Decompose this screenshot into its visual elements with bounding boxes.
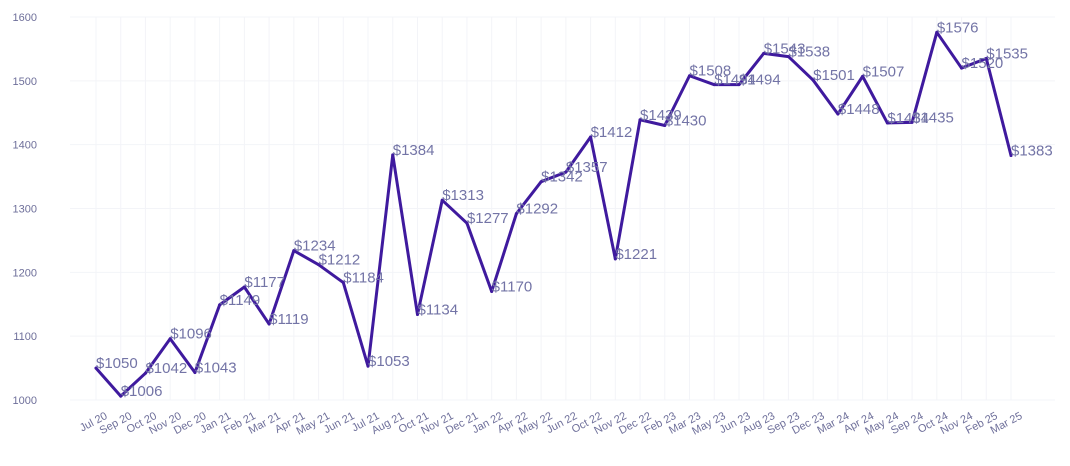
data-point bbox=[712, 83, 716, 87]
data-label: $1538 bbox=[788, 44, 830, 61]
y-tick-label: 1100 bbox=[13, 331, 37, 343]
data-label: $1006 bbox=[121, 383, 163, 400]
data-label: $1119 bbox=[269, 311, 309, 328]
data-label: $1234 bbox=[294, 238, 336, 255]
data-label: $1494 bbox=[739, 72, 781, 89]
data-label: $1212 bbox=[319, 252, 361, 269]
data-point bbox=[960, 66, 964, 70]
data-point bbox=[564, 170, 568, 174]
data-label: $1096 bbox=[170, 326, 212, 343]
data-label: $1357 bbox=[566, 159, 608, 176]
data-point bbox=[613, 257, 617, 261]
data-label: $1494 bbox=[714, 72, 756, 89]
data-point bbox=[143, 371, 147, 375]
data-point bbox=[811, 78, 815, 82]
data-point bbox=[168, 337, 172, 341]
data-point bbox=[935, 30, 939, 34]
data-point bbox=[539, 180, 543, 184]
data-label: $1342 bbox=[541, 169, 583, 186]
data-point bbox=[737, 83, 741, 87]
y-tick-label: 1500 bbox=[13, 76, 37, 88]
data-point bbox=[589, 135, 593, 139]
data-label: $1170 bbox=[492, 278, 533, 295]
data-label: $1042 bbox=[145, 360, 187, 377]
data-label: $1543 bbox=[764, 40, 806, 57]
data-label: $1043 bbox=[195, 360, 237, 377]
data-label: $1430 bbox=[665, 113, 707, 130]
data-label: $1435 bbox=[912, 109, 954, 126]
data-point bbox=[786, 55, 790, 59]
data-point bbox=[391, 153, 395, 157]
data-label: $1412 bbox=[591, 124, 633, 141]
data-label: $1508 bbox=[690, 63, 732, 80]
data-point bbox=[440, 198, 444, 202]
data-label: $1507 bbox=[863, 63, 905, 80]
data-point bbox=[885, 121, 889, 125]
data-point bbox=[267, 322, 271, 326]
data-label: $1221 bbox=[615, 246, 657, 263]
y-tick-label: 1600 bbox=[13, 12, 37, 24]
series bbox=[94, 30, 1013, 398]
y-axis: 1000 1100 1200 1300 1400 1500 1600 bbox=[13, 12, 37, 407]
y-tick-label: 1000 bbox=[13, 395, 37, 407]
data-label: $1434 bbox=[887, 110, 929, 127]
data-label: $1383 bbox=[1011, 143, 1053, 160]
data-point bbox=[1009, 154, 1013, 158]
data-point bbox=[94, 366, 98, 370]
data-point bbox=[465, 221, 469, 225]
data-label: $1313 bbox=[442, 187, 484, 204]
y-tick-label: 1400 bbox=[13, 140, 37, 152]
y-tick-label: 1200 bbox=[13, 267, 37, 279]
data-label: $1535 bbox=[986, 45, 1028, 62]
data-point bbox=[366, 364, 370, 368]
data-label: $1448 bbox=[838, 101, 880, 118]
data-point bbox=[292, 249, 296, 253]
data-point bbox=[836, 112, 840, 116]
data-label: $1050 bbox=[96, 355, 138, 372]
data-point bbox=[415, 312, 419, 316]
data-label: $1277 bbox=[467, 210, 509, 227]
data-point bbox=[638, 118, 642, 122]
data-label: $1501 bbox=[813, 67, 855, 84]
data-labels: $1050 $1006 $1042 $1096 $1043 $1149$1177 $1119… bbox=[96, 19, 1053, 400]
data-label: $1053 bbox=[368, 353, 410, 370]
y-tick-label: 1300 bbox=[13, 204, 37, 216]
data-point bbox=[984, 56, 988, 60]
data-point bbox=[193, 371, 197, 375]
data-point bbox=[663, 124, 667, 128]
series-line-price bbox=[94, 30, 1013, 398]
data-point bbox=[317, 263, 321, 267]
data-point bbox=[490, 289, 494, 293]
data-label: $1184 bbox=[343, 270, 384, 287]
data-label: $1520 bbox=[962, 55, 1004, 72]
data-point bbox=[688, 74, 692, 78]
data-point bbox=[119, 394, 123, 398]
data-point bbox=[861, 74, 865, 78]
data-point bbox=[341, 281, 345, 285]
data-point bbox=[218, 303, 222, 307]
grid bbox=[70, 16, 1055, 401]
data-label: $1576 bbox=[937, 19, 979, 36]
data-point bbox=[242, 285, 246, 289]
data-label: $1384 bbox=[393, 142, 435, 159]
data-label: $1149 bbox=[220, 292, 261, 309]
data-label: $1292 bbox=[516, 201, 558, 218]
data-point bbox=[514, 212, 518, 216]
data-label: $1439 bbox=[640, 107, 682, 124]
data-label: $1134 bbox=[417, 301, 458, 318]
data-point bbox=[910, 120, 914, 124]
data-point bbox=[762, 51, 766, 55]
data-label: $1177 bbox=[244, 274, 285, 291]
